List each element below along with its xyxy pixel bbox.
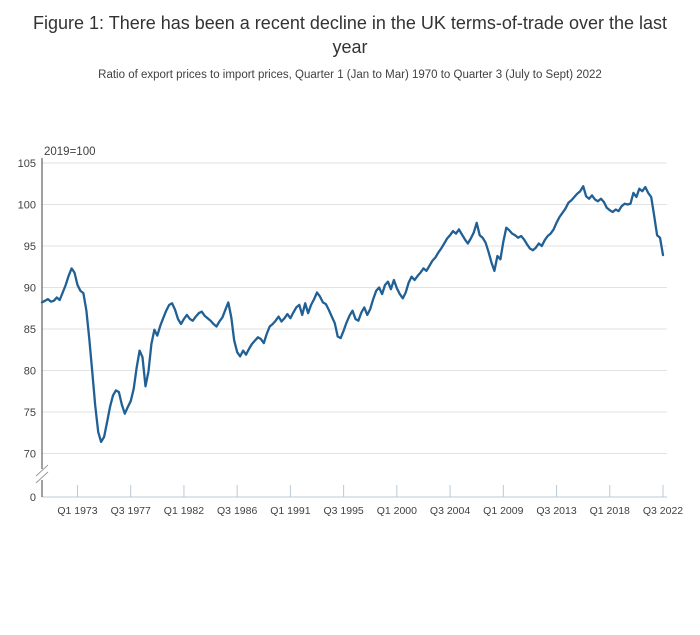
x-axis-tick-label: Q3 2022 bbox=[643, 505, 683, 517]
x-axis-tick-label: Q3 1977 bbox=[111, 505, 151, 517]
y-axis-tick-label: 95 bbox=[24, 241, 36, 253]
x-axis-tick-label: Q1 2000 bbox=[377, 505, 417, 517]
x-axis-tick-label: Q1 2009 bbox=[483, 505, 523, 517]
x-axis-tick-label: Q3 2004 bbox=[430, 505, 470, 517]
terms-of-trade-series-line bbox=[40, 185, 665, 444]
axis-break-icon bbox=[35, 464, 49, 477]
y-axis-tick-label: 80 bbox=[24, 366, 36, 378]
x-axis-tick-label: Q1 1973 bbox=[57, 505, 97, 517]
figure: Figure 1: There has been a recent declin… bbox=[0, 12, 700, 635]
x-axis-tick-label: Q3 2013 bbox=[536, 505, 576, 517]
chart-area: 2019=100 105 100 95 90 85 80 75 70 0 Q1 1973 Q3 19… bbox=[0, 142, 700, 537]
y-axis-tick-label: 90 bbox=[24, 283, 36, 295]
y-axis-unit-label: 2019=100 bbox=[44, 146, 96, 158]
x-axis-tick-label: Q1 2018 bbox=[590, 505, 630, 517]
terms-of-trade-chart: 105 100 95 90 85 80 75 70 0 Q1 1973 Q3 1977 Q1 1982… bbox=[18, 158, 683, 517]
x-axis-tick-label: Q3 1995 bbox=[323, 505, 363, 517]
y-axis-tick-label: 100 bbox=[18, 200, 36, 212]
y-axis-origin-label: 0 bbox=[30, 492, 36, 504]
x-axis-tick-label: Q3 1986 bbox=[217, 505, 257, 517]
y-axis-tick-label: 70 bbox=[24, 449, 36, 461]
y-axis-tick-label: 75 bbox=[24, 407, 36, 419]
y-axis-tick-label: 105 bbox=[18, 158, 36, 170]
y-axis-tick-label: 85 bbox=[24, 324, 36, 336]
axis-break-icon bbox=[35, 471, 49, 484]
x-axis-tick-label: Q1 1982 bbox=[164, 505, 204, 517]
x-axis-tick-label: Q1 1991 bbox=[270, 505, 310, 517]
figure-subtitle: Ratio of export prices to import prices,… bbox=[98, 68, 602, 81]
figure-title: Figure 1: There has been a recent declin… bbox=[33, 13, 667, 57]
